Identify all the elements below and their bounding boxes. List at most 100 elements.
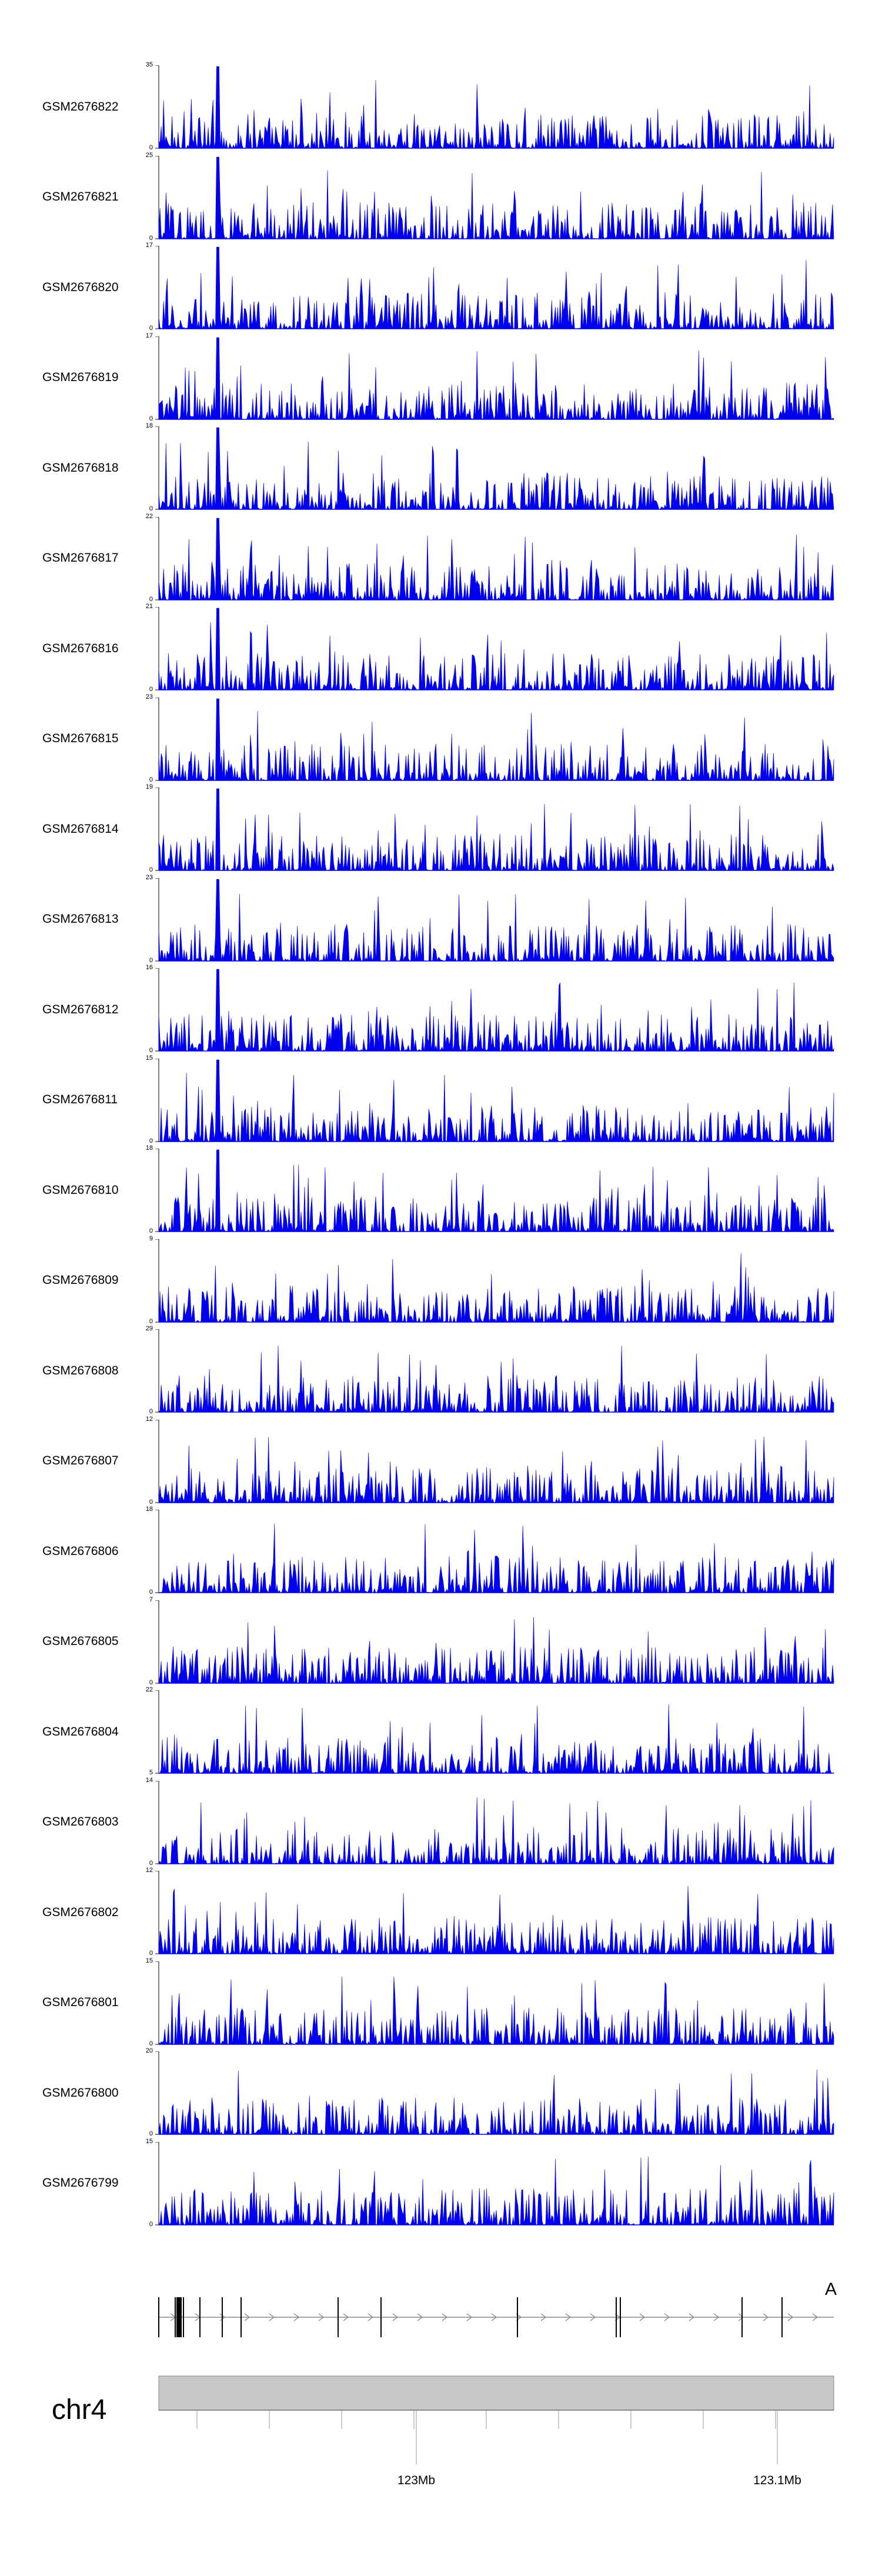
coverage-area	[158, 246, 834, 330]
coverage-track	[155, 2051, 834, 2135]
coverage-area	[158, 156, 834, 239]
y-max-label: 7	[149, 1596, 153, 1603]
track-label: GSM2676811	[42, 1093, 118, 1106]
y-axis	[155, 2051, 159, 2135]
y-max-label: 12	[145, 1415, 153, 1423]
y-min-label: 0	[149, 1137, 153, 1144]
y-min-label: 0	[149, 1498, 153, 1506]
track-label: GSM2676808	[42, 1363, 119, 1377]
strand-arrow	[442, 2313, 448, 2321]
y-max-label: 15	[145, 2137, 153, 2145]
y-min-label: 0	[149, 1227, 153, 1234]
y-axis	[155, 1329, 159, 1413]
track-label: GSM2676816	[42, 641, 119, 655]
y-max-label: 18	[145, 1506, 153, 1513]
track-label: GSM2676802	[42, 1905, 119, 1919]
y-min-label: 0	[149, 1859, 153, 1867]
track-label: GSM2676813	[42, 912, 119, 926]
strand-arrow	[664, 2313, 670, 2321]
y-max-label: 16	[145, 964, 153, 971]
y-min-label: 0	[149, 595, 153, 603]
y-axis	[155, 1419, 159, 1503]
strand-arrow	[293, 2313, 300, 2321]
coverage-track	[155, 1329, 834, 1413]
chromosome-label: chr4	[52, 2394, 107, 2425]
coverage-track	[155, 1961, 834, 2045]
coverage-area	[158, 969, 834, 1052]
y-axis	[155, 788, 159, 871]
y-axis	[155, 1510, 159, 1593]
strand-arrow	[639, 2313, 646, 2321]
coverage-track	[155, 1690, 834, 1774]
coverage-area	[158, 337, 834, 420]
coverage-track	[155, 1149, 834, 1233]
y-axis	[155, 1149, 159, 1232]
y-max-label: 20	[145, 2047, 153, 2054]
y-min-label: 0	[149, 956, 153, 964]
track-label: GSM2676817	[42, 551, 119, 565]
coverage-area	[158, 1976, 834, 2045]
coverage-track	[155, 1871, 834, 1955]
coverage-track	[155, 516, 834, 600]
coverage-area	[158, 2156, 834, 2225]
coverage-track	[155, 426, 834, 510]
strand-arrow	[787, 2313, 794, 2321]
track-label: GSM2676800	[42, 2086, 119, 2100]
track-label: GSM2676812	[42, 1002, 119, 1016]
coverage-track	[155, 788, 834, 871]
y-min-label: 5	[149, 1769, 153, 1776]
coverage-track	[155, 336, 834, 420]
strand-arrow	[244, 2313, 250, 2321]
y-max-label: 29	[145, 1325, 153, 1332]
y-max-label: 23	[145, 873, 153, 881]
coverage-track	[155, 65, 834, 149]
coverage-track	[155, 968, 834, 1052]
coverage-track	[155, 155, 834, 239]
coverage-area	[158, 1616, 834, 1684]
tick-label-123mb: 123Mb	[397, 2474, 436, 2487]
y-min-label: 0	[149, 1047, 153, 1054]
coverage-area	[158, 1886, 834, 1955]
y-axis	[155, 65, 159, 149]
coverage-track	[155, 1058, 834, 1142]
y-min-label: 0	[149, 1408, 153, 1415]
y-max-label: 22	[145, 512, 153, 520]
coverage-track	[155, 1510, 834, 1594]
y-max-label: 17	[145, 242, 153, 249]
y-axis	[155, 607, 159, 690]
track-label: GSM2676810	[42, 1183, 119, 1197]
track-label: GSM2676807	[42, 1454, 119, 1467]
strand-arrow	[318, 2313, 325, 2321]
y-max-label: 15	[145, 1054, 153, 1062]
y-axis	[155, 1239, 159, 1322]
track-label: GSM2676806	[42, 1544, 119, 1558]
y-axis	[155, 1690, 159, 1774]
strand-arrow	[392, 2313, 399, 2321]
strand-arrow	[219, 2313, 226, 2321]
coverage-track	[155, 697, 834, 781]
y-max-label: 35	[145, 61, 153, 68]
y-min-label: 0	[149, 1679, 153, 1686]
y-min-label: 0	[149, 1317, 153, 1325]
strand-arrow	[368, 2313, 374, 2321]
strand-arrow	[565, 2313, 572, 2321]
y-axis	[155, 877, 159, 961]
y-min-label: 0	[149, 2130, 153, 2137]
y-max-label: 21	[145, 603, 153, 610]
track-label: GSM2676820	[42, 280, 119, 294]
coverage-area	[158, 2069, 834, 2135]
track-label: GSM2676803	[42, 1815, 119, 1828]
coverage-tracks: GSM2676822 35 0 GSM2676821 25 0 GSM2676820 17 0 G…	[42, 61, 834, 2228]
tick-label-123-1mb: 123.1Mb	[753, 2474, 801, 2487]
track-label: GSM2676821	[42, 190, 119, 203]
y-max-label: 22	[145, 1686, 153, 1693]
coverage-track	[155, 607, 834, 691]
y-axis	[155, 1600, 159, 1683]
y-axis	[155, 246, 159, 329]
strand-arrow	[491, 2313, 497, 2321]
track-label: GSM2676814	[42, 822, 119, 836]
strand-arrow	[343, 2313, 349, 2321]
y-axis	[155, 1871, 159, 1954]
strand-arrow	[812, 2313, 818, 2321]
